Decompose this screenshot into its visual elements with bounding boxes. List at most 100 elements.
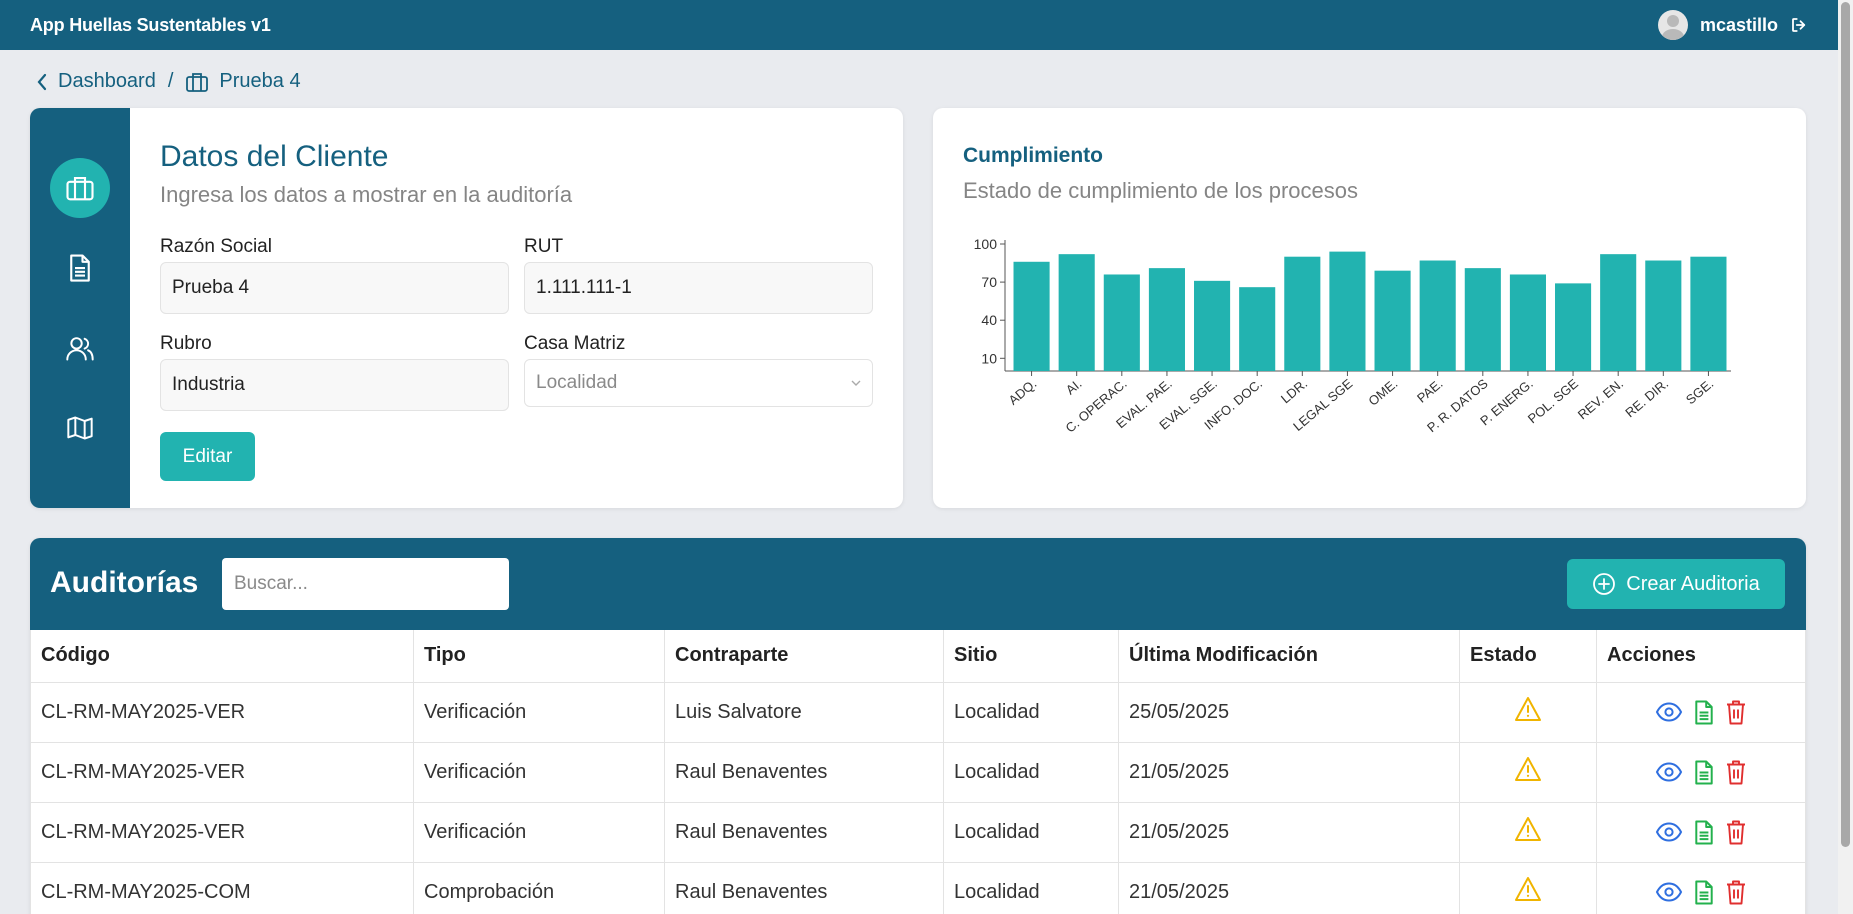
bar [1555, 283, 1592, 371]
bar [1464, 268, 1501, 371]
x-tick-label: SGE. [1683, 376, 1716, 407]
sidebar-item-client[interactable] [50, 158, 110, 218]
rut-value: 1.111.111-1 [536, 277, 632, 298]
bar [1690, 256, 1727, 371]
cell-contraparte: Raul Benaventes [664, 801, 944, 863]
breadcrumb-dashboard-link[interactable]: Dashboard [58, 70, 156, 92]
table-row[interactable]: CL-RM-MAY2025-VER Verificación Raul Benave… [30, 801, 1806, 863]
warning-icon [1514, 756, 1542, 782]
bar [1103, 274, 1140, 371]
page-scrollbar[interactable] [1838, 0, 1853, 914]
table-row[interactable]: CL-RM-MAY2025-VER Verificación Raul Benave… [30, 741, 1806, 803]
search-input[interactable] [222, 558, 509, 610]
cell-tipo: Verificación [413, 801, 665, 863]
x-tick-label: OME. [1365, 376, 1400, 409]
x-tick-label: PAE. [1414, 376, 1446, 406]
bar [1419, 260, 1456, 371]
cell-acciones [1596, 741, 1806, 803]
trash-icon[interactable] [1725, 699, 1747, 726]
bar [1239, 287, 1276, 371]
username[interactable]: mcastillo [1699, 14, 1778, 35]
plus-circle-icon [1592, 572, 1616, 596]
document-icon[interactable] [1693, 699, 1715, 726]
map-icon [66, 414, 94, 442]
casa-matriz-select[interactable]: Localidad [524, 359, 873, 407]
cell-fecha: 21/05/2025 [1118, 741, 1460, 803]
rubro-value: Industria [172, 374, 245, 395]
bar [1058, 254, 1095, 371]
warning-icon [1514, 696, 1542, 722]
column-header-tipo[interactable]: Tipo [413, 630, 665, 683]
rut-field[interactable]: 1.111.111-1 [524, 262, 873, 314]
scrollbar-thumb[interactable] [1841, 2, 1850, 847]
column-header-estado[interactable]: Estado [1459, 630, 1597, 683]
sidebar-item-documents[interactable] [50, 238, 110, 298]
edit-button[interactable]: Editar [160, 432, 255, 481]
cell-acciones [1596, 861, 1806, 914]
column-header-contraparte[interactable]: Contraparte [664, 630, 944, 683]
x-tick-label: AI. [1063, 376, 1085, 398]
column-header-ultima-modificacion[interactable]: Última Modificación [1118, 630, 1460, 683]
client-title: Datos del Cliente [160, 140, 389, 173]
eye-icon[interactable] [1655, 882, 1683, 902]
document-icon[interactable] [1693, 759, 1715, 786]
user-menu[interactable]: mcastillo [1657, 10, 1808, 40]
cell-codigo: CL-RM-MAY2025-VER [30, 801, 414, 863]
cell-codigo: CL-RM-MAY2025-VER [30, 741, 414, 803]
rubro-label: Rubro [160, 333, 212, 354]
create-audit-button[interactable]: Crear Auditoria [1567, 559, 1785, 609]
briefcase-icon [185, 71, 209, 93]
client-card: Datos del Cliente Ingresa los datos a mo… [30, 108, 903, 508]
trash-icon[interactable] [1725, 879, 1747, 906]
table-row[interactable]: CL-RM-MAY2025-VER Verificación Luis Salvat… [30, 681, 1806, 743]
sidebar-item-users[interactable] [50, 318, 110, 378]
avatar[interactable] [1657, 10, 1688, 40]
razon-social-label: Razón Social [160, 236, 272, 257]
bar [1600, 254, 1637, 371]
cell-contraparte: Raul Benaventes [664, 861, 944, 914]
trash-icon[interactable] [1725, 759, 1747, 786]
cell-acciones [1596, 801, 1806, 863]
chart-subtitle: Estado de cumplimiento de los procesos [963, 178, 1358, 203]
y-tick-label: 100 [974, 236, 998, 252]
document-icon[interactable] [1693, 819, 1715, 846]
compliance-chart-card: Cumplimiento Estado de cumplimiento de l… [933, 108, 1806, 508]
bar [1329, 251, 1366, 371]
logout-icon[interactable] [1790, 16, 1808, 34]
table-row[interactable]: CL-RM-MAY2025-COM Comprobación Raul Benave… [30, 861, 1806, 914]
cell-fecha: 21/05/2025 [1118, 801, 1460, 863]
chevron-left-icon[interactable] [36, 73, 48, 91]
client-sidebar [30, 108, 130, 508]
cell-tipo: Verificación [413, 741, 665, 803]
create-audit-label: Crear Auditoria [1626, 572, 1760, 595]
top-bar: App Huellas Sustentables v1 mcastillo [0, 0, 1838, 50]
column-header-sitio[interactable]: Sitio [943, 630, 1119, 683]
trash-icon[interactable] [1725, 819, 1747, 846]
document-icon[interactable] [1693, 879, 1715, 906]
cell-fecha: 25/05/2025 [1118, 681, 1460, 743]
breadcrumb-current: Prueba 4 [219, 70, 301, 92]
cell-tipo: Comprobación [413, 861, 665, 914]
x-tick-label: POL. SGE [1525, 376, 1581, 427]
eye-icon[interactable] [1655, 822, 1683, 842]
table-header-row: Código Tipo Contraparte Sitio Última Mod… [30, 630, 1806, 683]
eye-icon[interactable] [1655, 762, 1683, 782]
audits-title: Auditorías [50, 566, 199, 599]
y-tick-label: 10 [981, 350, 997, 366]
cell-estado [1459, 801, 1597, 863]
sidebar-item-map[interactable] [50, 398, 110, 458]
rubro-field[interactable]: Industria [160, 359, 509, 411]
column-header-codigo[interactable]: Código [30, 630, 414, 683]
bar [1374, 270, 1411, 371]
cell-sitio: Localidad [943, 681, 1119, 743]
x-tick-label: REV. EN. [1575, 376, 1626, 422]
cell-fecha: 21/05/2025 [1118, 861, 1460, 914]
bar [1645, 260, 1682, 371]
bar [1284, 256, 1321, 371]
breadcrumb-separator: / [167, 70, 174, 92]
users-icon [65, 334, 95, 362]
y-tick-label: 70 [981, 274, 997, 290]
razon-social-field[interactable]: Prueba 4 [160, 262, 509, 314]
eye-icon[interactable] [1655, 702, 1683, 722]
cell-estado [1459, 861, 1597, 914]
